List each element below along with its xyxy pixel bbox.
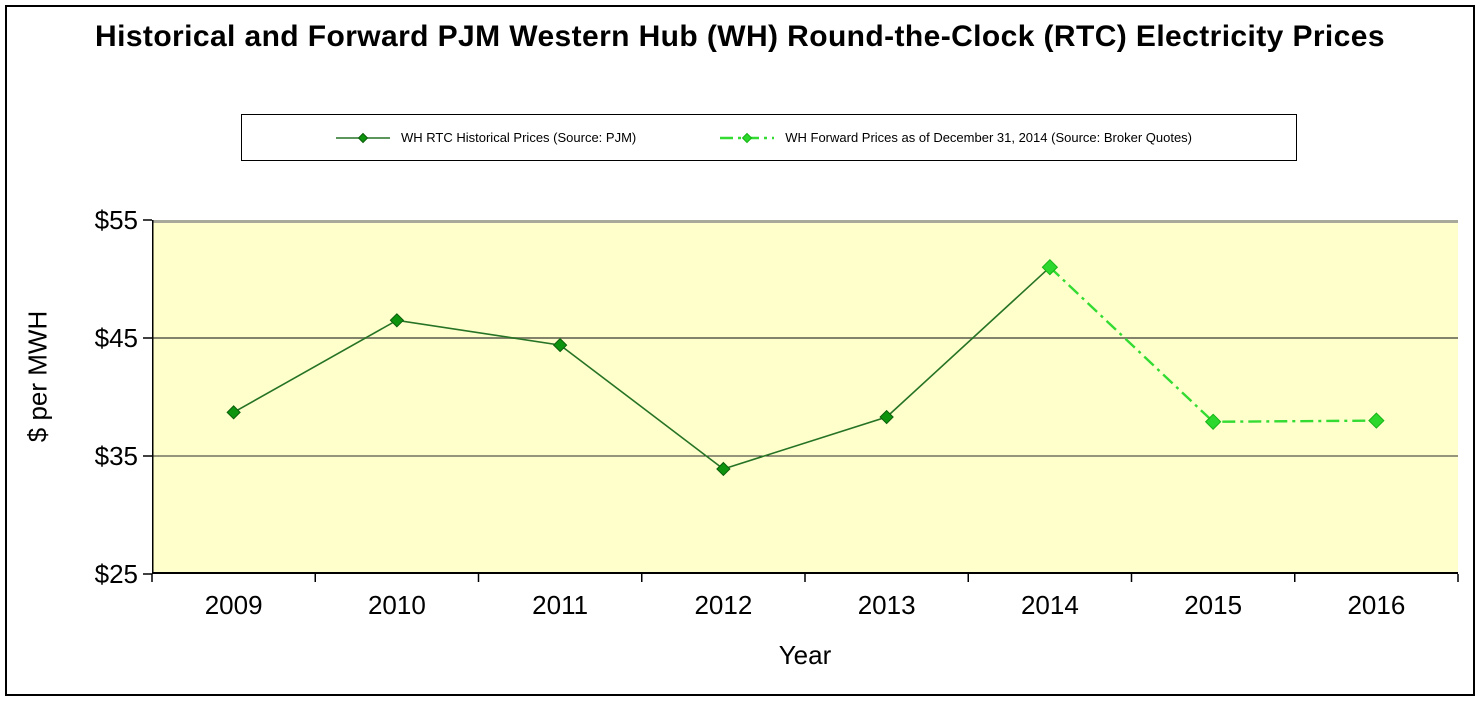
chart-title: Historical and Forward PJM Western Hub (… [95, 20, 1385, 53]
x-axis-tick-labels: 2009 2010 2011 2012 2013 2014 2015 2016 [152, 590, 1458, 621]
x-tick-label: 2015 [1184, 590, 1243, 620]
x-tick-label: 2011 [532, 590, 589, 620]
plot-area [152, 220, 1458, 574]
x-tick-label: 2012 [694, 590, 753, 620]
price-line-chart [143, 219, 1459, 582]
chart-legend: WH RTC Historical Prices (Source: PJM) W… [241, 114, 1297, 161]
legend-label-forward: WH Forward Prices as of December 31, 201… [785, 130, 1192, 145]
x-tick-label: 2016 [1347, 590, 1406, 620]
x-tick-label: 2013 [857, 590, 916, 620]
forward-line-sample [720, 132, 775, 143]
y-tick-label: $45 [94, 323, 138, 353]
legend-label-historical: WH RTC Historical Prices (Source: PJM) [401, 130, 637, 145]
x-tick-label: 2014 [1020, 590, 1079, 620]
y-axis-tick-labels: $55 $45 $35 $25 [0, 0, 138, 701]
historical-line-sample [336, 132, 390, 143]
y-tick-label: $55 [94, 205, 138, 235]
legend-item-forward: WH Forward Prices as of December 31, 201… [720, 130, 1192, 145]
x-tick-label: 2010 [367, 590, 426, 620]
legend-item-historical: WH RTC Historical Prices (Source: PJM) [336, 130, 636, 145]
y-tick-label: $35 [94, 441, 138, 471]
y-tick-label: $25 [94, 559, 138, 589]
y-axis-title: $ per MWH [22, 310, 53, 443]
x-tick-label: 2009 [204, 590, 263, 620]
x-axis-title: Year [778, 640, 832, 670]
